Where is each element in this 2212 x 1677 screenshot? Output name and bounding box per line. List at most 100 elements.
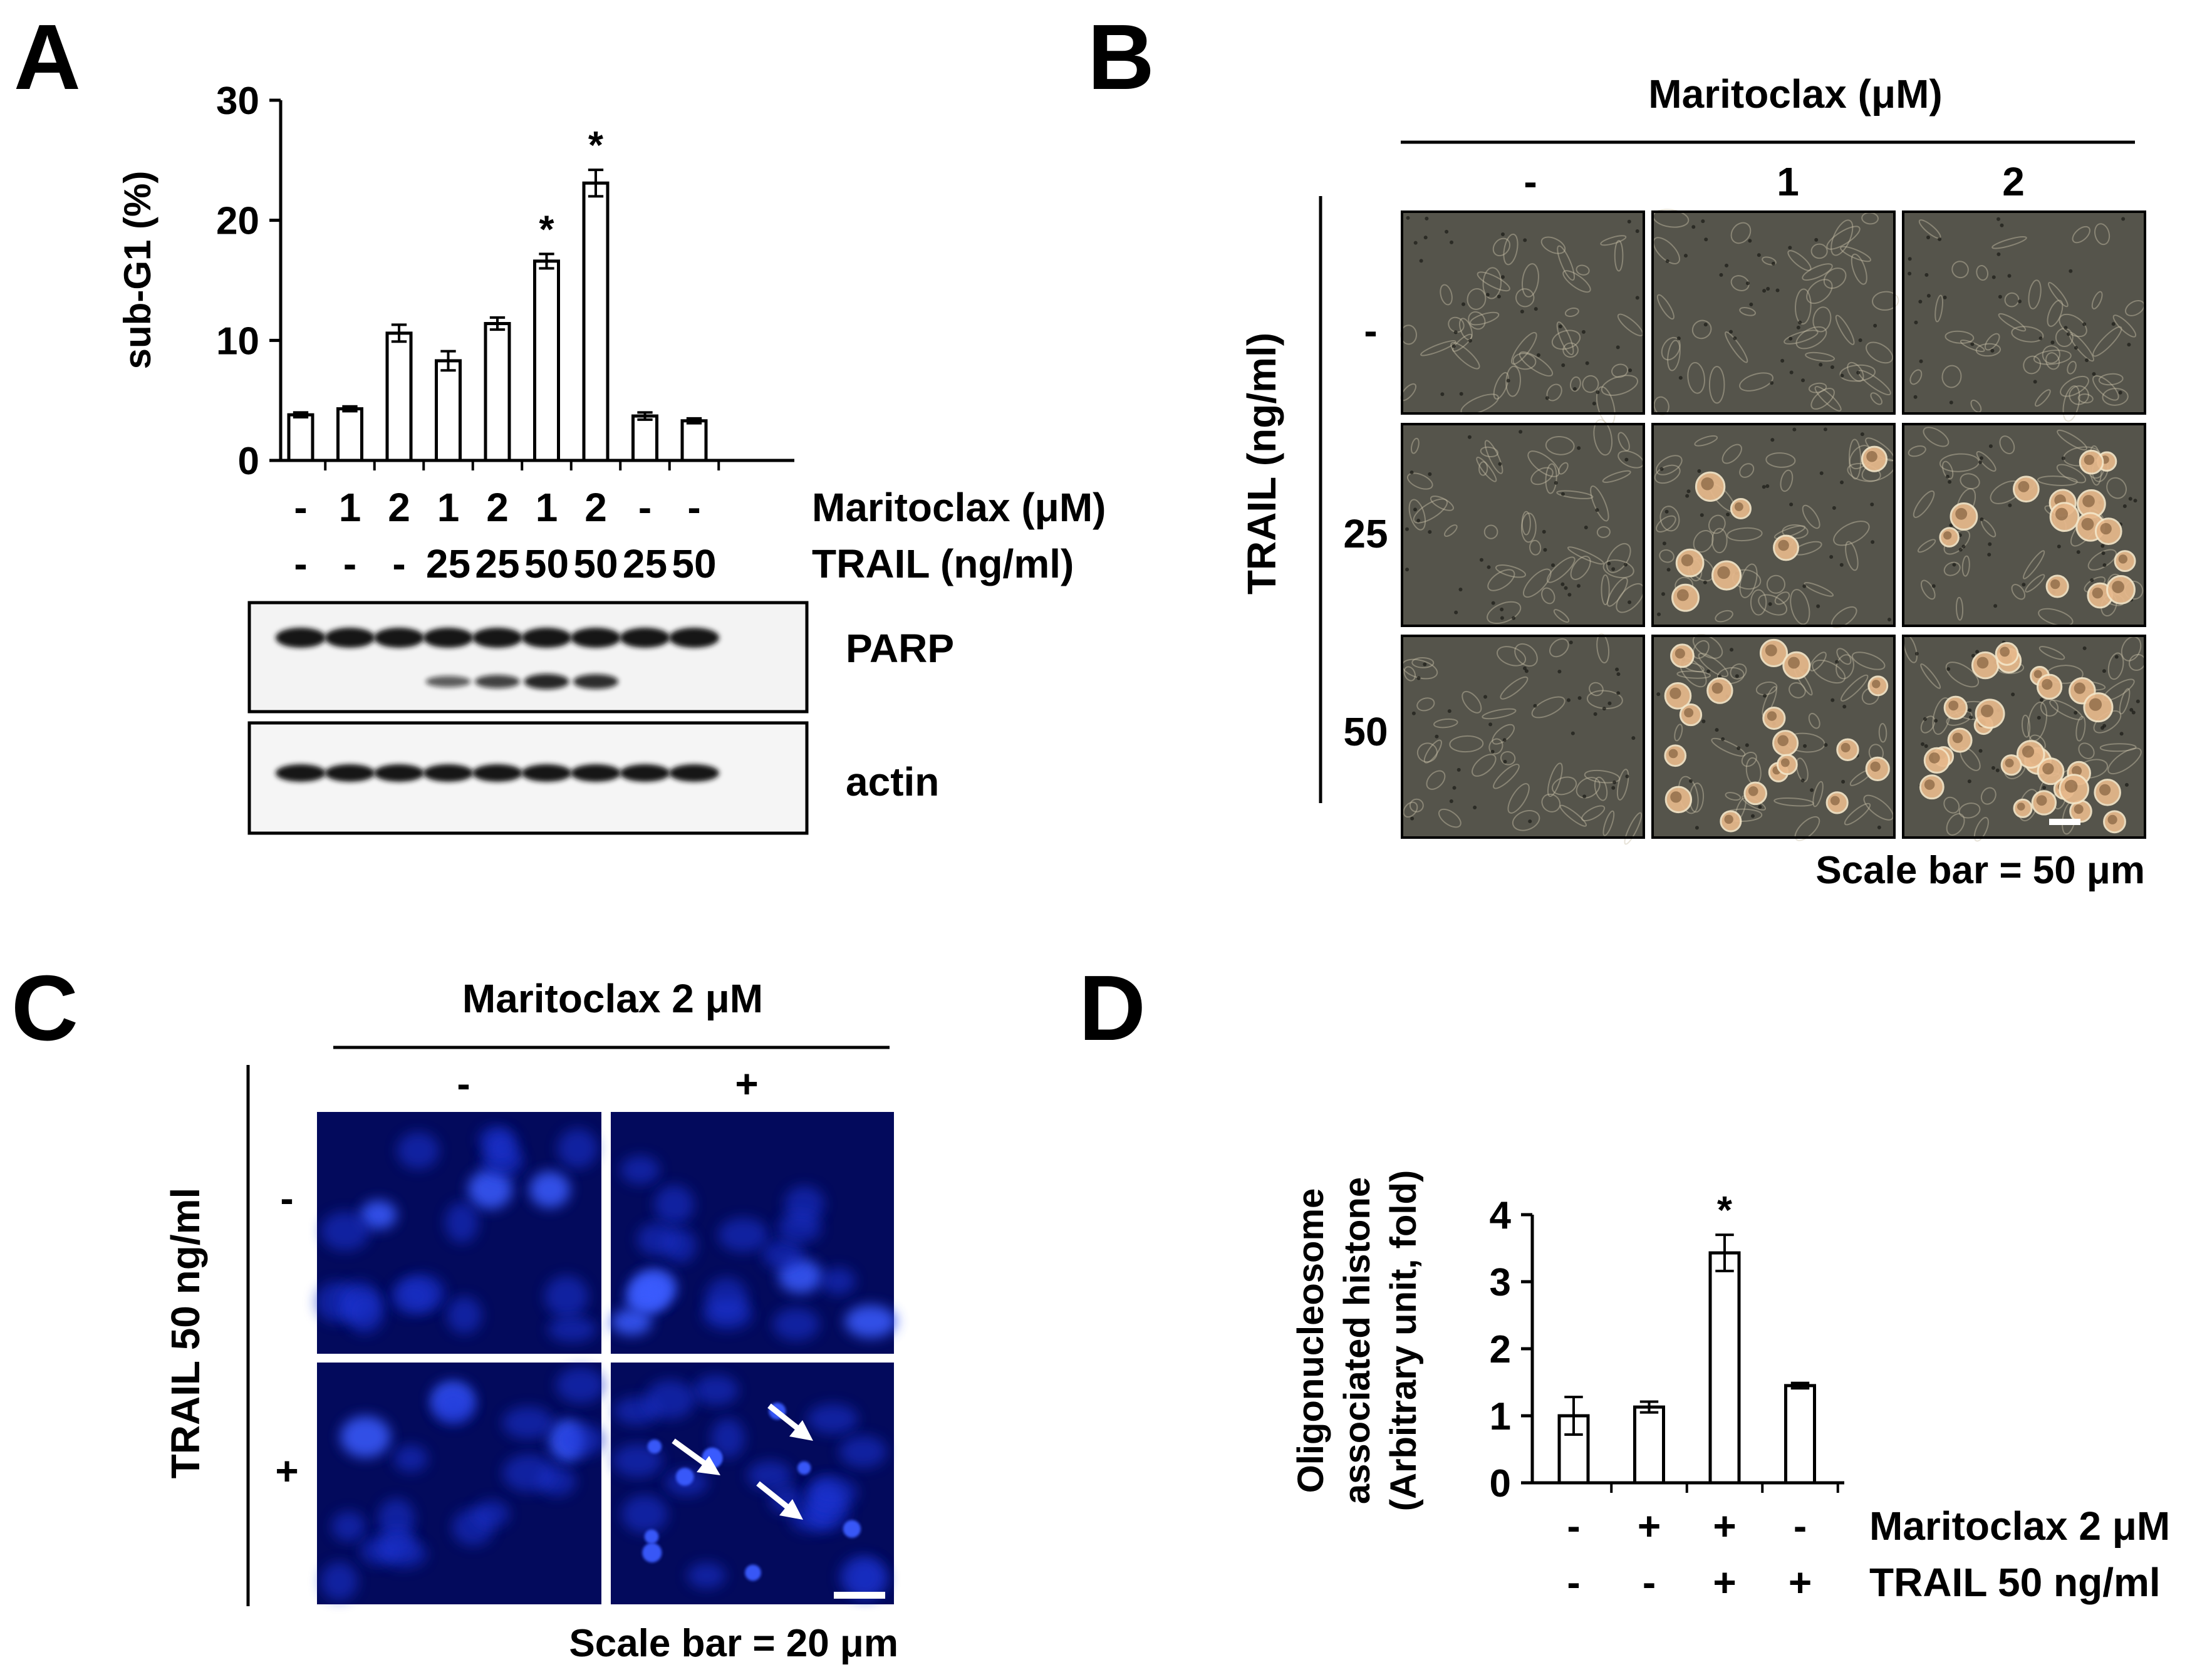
panel-d-y-axis-label: Oligonucleosome associated histone (Arbi… — [1290, 1170, 1424, 1512]
band-actin — [620, 764, 670, 782]
nucleus — [747, 1461, 792, 1490]
adherent-cell — [1970, 399, 1982, 413]
adherent-cell — [1980, 787, 1997, 805]
cell-nucleus — [1819, 471, 1824, 475]
adherent-cell — [1766, 574, 1786, 594]
cell-nucleus — [1564, 586, 1568, 590]
panel-d-bars — [1557, 1251, 1816, 1485]
cell-nucleus — [1577, 696, 1582, 700]
cell-nucleus — [1581, 330, 1586, 334]
fluorescence-tile — [317, 1363, 606, 1604]
cell-nucleus — [1611, 786, 1616, 790]
cell-nucleus — [1695, 826, 1699, 830]
nucleus — [502, 1454, 556, 1492]
treatment-label: 1 — [437, 485, 460, 530]
cell-nucleus — [1451, 344, 1456, 348]
panel-d-error-bars — [1564, 1233, 1810, 1436]
condensed-chromatin — [797, 1461, 811, 1475]
adherent-cell — [1546, 383, 1562, 402]
cell-nucleus — [1435, 734, 1439, 739]
cell-nucleus — [1802, 584, 1807, 588]
cell-core — [2118, 554, 2128, 564]
micrograph-tile — [1401, 633, 1645, 845]
cell-nucleus — [1762, 485, 1766, 489]
nucleus — [711, 1418, 745, 1458]
adherent-cell — [1692, 640, 1710, 659]
treatment-label: - — [343, 541, 356, 586]
micrograph-background — [1653, 636, 1894, 838]
cell-nucleus — [1948, 480, 1952, 484]
cell-core — [2022, 745, 2035, 758]
cell-core — [1711, 682, 1723, 694]
adherent-cell — [1730, 275, 1750, 291]
cell-nucleus — [1462, 302, 1466, 306]
panel-d-y-ticks: 0 1 2 3 4 — [1490, 1194, 1532, 1505]
adherent-cell — [1438, 808, 1462, 828]
panel-c-top-title: Maritoclax 2 μM — [462, 976, 763, 1021]
cell-nucleus — [1700, 513, 1704, 517]
cell-nucleus — [2082, 646, 2087, 650]
adherent-cell — [1984, 333, 2000, 351]
adherent-cell — [1866, 341, 1894, 364]
adherent-cell — [1416, 697, 1435, 712]
treatment-label: + — [1713, 1503, 1736, 1549]
adherent-cell — [1814, 386, 1842, 412]
nucleus — [808, 1477, 858, 1508]
cell-nucleus — [1467, 435, 1472, 439]
adherent-cell — [1808, 382, 1827, 393]
adherent-cell — [1470, 311, 1500, 326]
nucleus — [485, 1130, 519, 1166]
adherent-cell — [2121, 636, 2142, 662]
adherent-cell — [1449, 735, 1484, 753]
nucleus — [558, 1128, 598, 1168]
adherent-cell — [1676, 670, 1711, 679]
cell-nucleus — [2007, 274, 2012, 278]
cell-core — [2107, 814, 2117, 824]
panel-b-scale-bar — [2049, 819, 2080, 825]
cell-nucleus — [1498, 462, 1502, 466]
cell-nucleus — [2064, 326, 2068, 330]
cell-nucleus — [1487, 565, 1491, 569]
cell-core — [2033, 670, 2042, 678]
adherent-cell — [1487, 601, 1522, 625]
adherent-cell — [1482, 267, 1502, 299]
cell-core — [2092, 588, 2104, 599]
cell-nucleus — [1919, 359, 1923, 363]
cell-nucleus — [2061, 456, 2065, 460]
adherent-cell — [1557, 245, 1575, 281]
adherent-cell — [1851, 652, 1886, 670]
nucleus — [445, 1202, 479, 1243]
cell-nucleus — [1595, 508, 1599, 512]
cell-nucleus — [1835, 660, 1839, 664]
adherent-cell — [2062, 385, 2080, 422]
band-actin — [669, 764, 719, 782]
adherent-cell — [1514, 643, 1538, 667]
cell-nucleus — [1873, 323, 1877, 328]
adherent-cell — [1551, 330, 1581, 350]
cell-nucleus — [1715, 728, 1719, 732]
adherent-cell — [1694, 435, 1718, 447]
bar — [1633, 1405, 1665, 1485]
band-full-length — [374, 628, 424, 648]
cell-nucleus — [1585, 361, 1589, 365]
micrograph-border — [1651, 423, 1896, 627]
adherent-cell — [1839, 364, 1876, 382]
adherent-cell — [1570, 556, 1591, 580]
adherent-cell — [1805, 351, 1836, 362]
cell-nucleus — [1519, 430, 1523, 434]
panel-d-letter: D — [1079, 957, 1146, 1060]
adherent-cell — [1653, 396, 1669, 416]
adherent-cell — [1576, 777, 1601, 799]
adherent-cell — [1741, 751, 1757, 767]
cell-core — [2074, 682, 2085, 694]
adherent-cell — [1483, 524, 1498, 539]
nucleus — [345, 1291, 384, 1334]
adherent-cell — [1484, 440, 1503, 474]
cell-nucleus — [1887, 618, 1891, 622]
micrograph-border — [1651, 635, 1896, 839]
cell-nucleus — [2111, 322, 2116, 326]
adherent-cell — [2040, 698, 2059, 717]
adherent-cell — [1870, 392, 1882, 405]
nucleus — [844, 1304, 897, 1338]
cell-nucleus — [1616, 345, 1620, 350]
